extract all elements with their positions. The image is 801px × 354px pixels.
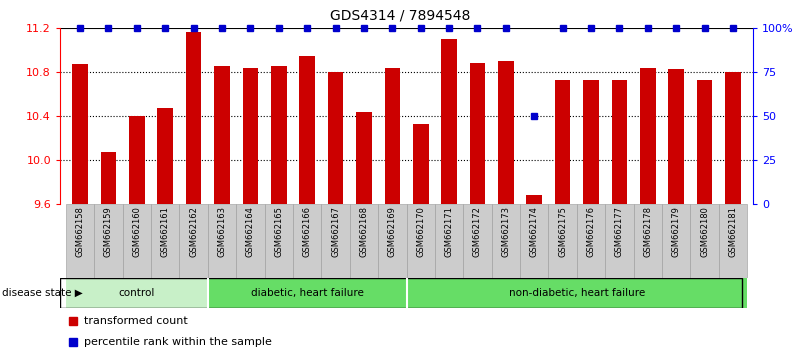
FancyBboxPatch shape — [606, 204, 634, 278]
FancyBboxPatch shape — [662, 204, 690, 278]
Bar — [157, 108, 173, 204]
Text: diabetic, heart failure: diabetic, heart failure — [251, 288, 364, 298]
Bar — [406, 278, 747, 308]
FancyBboxPatch shape — [406, 204, 435, 278]
Bar — [498, 61, 513, 204]
Bar — [526, 195, 542, 204]
FancyBboxPatch shape — [264, 204, 293, 278]
Bar — [384, 68, 400, 204]
Bar — [186, 32, 201, 204]
Bar — [243, 68, 258, 204]
Text: GSM662170: GSM662170 — [417, 206, 425, 257]
Text: GSM662160: GSM662160 — [132, 206, 141, 257]
FancyBboxPatch shape — [520, 204, 549, 278]
Text: GDS4314 / 7894548: GDS4314 / 7894548 — [330, 9, 471, 23]
FancyBboxPatch shape — [463, 204, 492, 278]
Text: control: control — [119, 288, 155, 298]
Text: GSM662178: GSM662178 — [643, 206, 652, 257]
Text: GSM662158: GSM662158 — [75, 206, 84, 257]
FancyBboxPatch shape — [577, 204, 606, 278]
Bar — [129, 116, 144, 204]
FancyBboxPatch shape — [549, 204, 577, 278]
FancyBboxPatch shape — [123, 204, 151, 278]
Text: GSM662181: GSM662181 — [729, 206, 738, 257]
Text: GSM662177: GSM662177 — [615, 206, 624, 257]
Text: GSM662165: GSM662165 — [274, 206, 284, 257]
Bar — [328, 72, 344, 204]
FancyBboxPatch shape — [151, 204, 179, 278]
Text: GSM662161: GSM662161 — [161, 206, 170, 257]
Text: GSM662167: GSM662167 — [331, 206, 340, 257]
Text: GSM662174: GSM662174 — [529, 206, 539, 257]
Text: transformed count: transformed count — [84, 316, 188, 326]
Text: GSM662162: GSM662162 — [189, 206, 198, 257]
Bar — [669, 69, 684, 204]
Bar — [555, 80, 570, 204]
FancyBboxPatch shape — [690, 204, 718, 278]
Bar — [469, 63, 485, 204]
Bar — [207, 278, 406, 308]
Bar — [214, 65, 230, 204]
Text: GSM662159: GSM662159 — [104, 206, 113, 257]
FancyBboxPatch shape — [66, 204, 95, 278]
Text: GSM662168: GSM662168 — [360, 206, 368, 257]
Bar — [640, 68, 656, 204]
Text: GSM662176: GSM662176 — [586, 206, 596, 257]
Text: GSM662172: GSM662172 — [473, 206, 482, 257]
Text: percentile rank within the sample: percentile rank within the sample — [84, 337, 272, 348]
FancyBboxPatch shape — [179, 204, 207, 278]
Bar — [271, 65, 287, 204]
Text: disease state ▶: disease state ▶ — [2, 288, 83, 298]
FancyBboxPatch shape — [492, 204, 520, 278]
Bar — [101, 152, 116, 204]
FancyBboxPatch shape — [236, 204, 264, 278]
Text: GSM662173: GSM662173 — [501, 206, 510, 257]
Bar — [441, 39, 457, 204]
FancyBboxPatch shape — [321, 204, 350, 278]
Bar — [697, 80, 712, 204]
Bar — [300, 56, 315, 204]
FancyBboxPatch shape — [378, 204, 406, 278]
FancyBboxPatch shape — [207, 204, 236, 278]
FancyBboxPatch shape — [634, 204, 662, 278]
Bar — [725, 72, 741, 204]
Text: GSM662164: GSM662164 — [246, 206, 255, 257]
Bar — [356, 112, 372, 204]
Text: GSM662163: GSM662163 — [217, 206, 227, 257]
Bar — [72, 64, 88, 204]
Text: GSM662169: GSM662169 — [388, 206, 396, 257]
Bar — [612, 80, 627, 204]
Bar — [66, 278, 207, 308]
FancyBboxPatch shape — [435, 204, 463, 278]
Bar — [583, 80, 599, 204]
FancyBboxPatch shape — [293, 204, 321, 278]
Text: GSM662171: GSM662171 — [445, 206, 453, 257]
FancyBboxPatch shape — [350, 204, 378, 278]
Bar — [413, 124, 429, 204]
Text: non-diabetic, heart failure: non-diabetic, heart failure — [509, 288, 645, 298]
Text: GSM662179: GSM662179 — [672, 206, 681, 257]
FancyBboxPatch shape — [95, 204, 123, 278]
Text: GSM662166: GSM662166 — [303, 206, 312, 257]
FancyBboxPatch shape — [718, 204, 747, 278]
Text: GSM662180: GSM662180 — [700, 206, 709, 257]
Text: GSM662175: GSM662175 — [558, 206, 567, 257]
